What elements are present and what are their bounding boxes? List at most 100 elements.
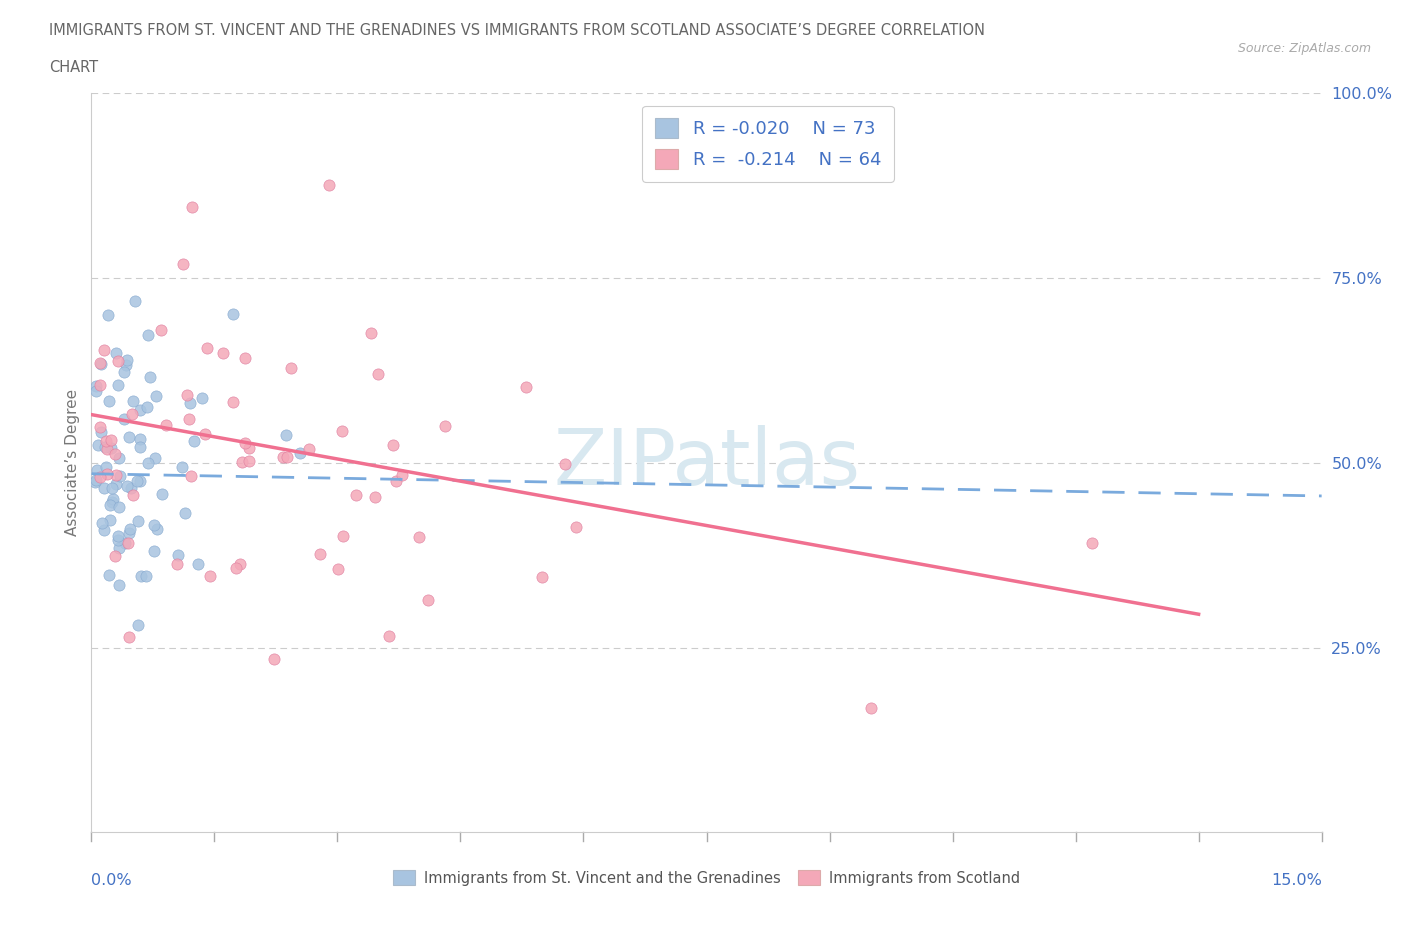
Point [122, 394, 145, 409]
Point [198, 568, 221, 583]
Point [115, 478, 138, 493]
Point [326, 561, 349, 576]
Point [190, 391, 212, 405]
Point [308, 546, 330, 561]
Point [229, 557, 252, 572]
Point [231, 455, 253, 470]
Point [125, 473, 148, 488]
Point [172, 459, 194, 474]
Point [90, 425, 112, 440]
Point [98, 512, 121, 527]
Point [139, 370, 162, 385]
Point [94, 440, 117, 455]
Point [118, 430, 141, 445]
Point [212, 345, 235, 360]
Point [143, 517, 166, 532]
Point [107, 378, 129, 392]
Point [238, 454, 260, 469]
Point [101, 481, 124, 496]
Point [391, 468, 413, 483]
Point [93, 480, 115, 495]
Point [129, 569, 152, 584]
Point [107, 533, 129, 548]
Point [84, 379, 107, 393]
Point [378, 629, 401, 644]
Point [114, 536, 136, 551]
Point [98, 498, 121, 512]
Point [93, 523, 115, 538]
Point [280, 361, 302, 376]
Point [235, 436, 257, 451]
Point [120, 481, 142, 496]
Point [112, 365, 135, 379]
Point [89, 355, 111, 370]
Point [112, 412, 135, 427]
Point [96, 467, 118, 482]
Point [127, 618, 149, 632]
Point [89, 377, 111, 392]
Point [128, 403, 150, 418]
Point [118, 630, 141, 644]
Point [145, 389, 167, 404]
Y-axis label: Associate’s Degree: Associate’s Degree [65, 389, 80, 537]
Point [124, 294, 146, 309]
Point [166, 556, 188, 571]
Point [143, 450, 166, 465]
Text: 15.0%: 15.0% [1271, 873, 1322, 888]
Point [107, 529, 129, 544]
Point [418, 592, 440, 607]
Point [117, 536, 139, 551]
Point [86, 462, 108, 477]
Point [96, 433, 118, 448]
Point [565, 520, 588, 535]
Point [515, 379, 537, 394]
Point [274, 428, 297, 443]
Text: IMMIGRANTS FROM ST. VINCENT AND THE GRENADINES VS IMMIGRANTS FROM SCOTLAND ASSOC: IMMIGRANTS FROM ST. VINCENT AND THE GREN… [49, 23, 986, 38]
Point [194, 426, 217, 441]
Point [103, 492, 125, 507]
Point [332, 528, 354, 543]
Point [146, 522, 169, 537]
Point [96, 441, 118, 456]
Point [104, 447, 127, 462]
Point [91, 515, 114, 530]
Point [117, 352, 139, 367]
Point [166, 548, 188, 563]
Point [330, 423, 353, 438]
Point [136, 327, 159, 342]
Point [100, 440, 122, 455]
Point [176, 388, 198, 403]
Point [177, 411, 200, 426]
Point [135, 568, 157, 583]
Point [98, 567, 121, 582]
Point [127, 514, 149, 529]
Point [238, 441, 260, 456]
Point [180, 200, 202, 215]
Point [150, 487, 173, 502]
Point [859, 700, 882, 715]
Point [84, 472, 107, 487]
Point [128, 473, 150, 488]
Point [225, 561, 247, 576]
Point [183, 433, 205, 448]
Point [100, 432, 122, 447]
Point [297, 442, 319, 457]
Point [136, 456, 159, 471]
Point [344, 487, 367, 502]
Point [172, 257, 194, 272]
Point [263, 651, 285, 666]
Point [381, 437, 404, 452]
Point [104, 476, 127, 491]
Point [90, 356, 112, 371]
Point [104, 548, 127, 563]
Point [89, 419, 111, 434]
Point [122, 487, 145, 502]
Text: CHART: CHART [49, 60, 98, 75]
Point [221, 395, 243, 410]
Point [89, 470, 111, 485]
Point [276, 449, 298, 464]
Text: ZIPatlas: ZIPatlas [553, 425, 860, 500]
Point [1080, 536, 1102, 551]
Point [108, 450, 131, 465]
Point [129, 432, 152, 446]
